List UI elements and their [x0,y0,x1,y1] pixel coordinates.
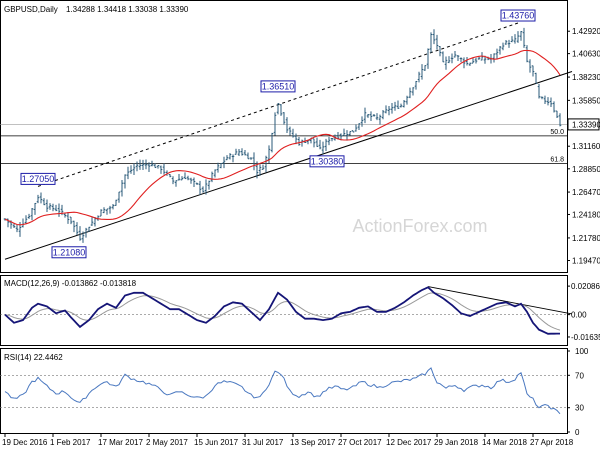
macd-y-tick-label: 0.00 [571,311,587,320]
last-price-box [567,118,600,131]
rsi-line [4,367,561,415]
y-tick-label: 1.26470 [572,188,600,197]
price-annotation-box [51,246,87,259]
x-tick-label: 14 Mar 2018 [482,438,527,447]
macd-lines [4,286,561,335]
y-tick-label: 1.24180 [572,210,600,219]
rsi-y-axis: 100 70 30 0 [567,347,589,437]
price-annotation-box [309,155,345,168]
price-annotations: 1.27050 1.21080 1.36510 1.30380 1.43760 [20,9,536,259]
lower-trend-line [4,71,573,260]
macd-y-axis: 0.020861 0.00 -0.016357 [567,282,600,342]
macd-y-tick-label: 0.020861 [571,282,600,291]
macd-signal-line [4,292,561,331]
y-tick-label: 1.35850 [572,96,600,105]
x-tick-label: 31 Jul 2017 [242,438,284,447]
main-panel-frame [0,0,568,273]
x-tick-label: 15 Jun 2017 [194,438,239,447]
y-tick-label: 1.42920 [572,27,600,36]
price-annotation-label: 1.30380 [311,156,344,166]
y-tick-label: 1.38230 [572,73,600,82]
macd-line [4,286,560,335]
rsi-y-tick-label: 0 [575,428,580,437]
fib-level-label: 61.8 [550,157,564,164]
y-tick-label: 1.19470 [572,257,600,266]
rsi-line [4,367,561,415]
moving-average [4,49,561,226]
y-tick-label: 1.31160 [572,142,600,151]
price-annotation-label: 1.43760 [502,11,535,21]
x-tick-label: 29 Jan 2018 [434,438,479,447]
y-tick-label: 1.21780 [572,234,600,243]
price-annotation-box [20,172,56,185]
y-tick-label: 1.40630 [572,50,600,59]
price-annotation-box [260,80,296,93]
x-tick-label: 17 Mar 2017 [98,438,143,447]
main-panel-title: GBPUSD,Daily [4,5,58,14]
x-tick-label: 27 Oct 2017 [338,438,382,447]
main-y-axis: 1.42920 1.40630 1.38230 1.35850 1.33390 1.311… [567,27,600,266]
rsi-panel-frame [0,348,568,434]
macd-panel-title: MACD(12,26,9) -0.013862 -0.013818 [4,279,137,288]
candles [3,27,562,243]
rsi-y-tick-label: 30 [575,404,584,413]
x-tick-label: 2 May 2017 [146,438,188,447]
rsi-y-tick-label: 100 [575,347,589,356]
rsi-guides [0,374,567,409]
rsi-y-tick-label: 70 [575,371,584,380]
x-tick-label: 13 Sep 2017 [290,438,336,447]
main-guides: 50.0 61.8 [0,124,567,165]
price-annotation-label: 1.27050 [22,174,55,184]
main-panel-ohlc: 1.34288 1.34418 1.33038 1.33390 [66,5,189,14]
macd-trend-line [427,286,573,315]
price-annotation-label: 1.36510 [262,81,295,91]
x-tick-label: 12 Dec 2017 [386,438,432,447]
price-annotation-box [500,9,536,22]
price-annotation-label: 1.21080 [53,247,86,257]
y-tick-label: 1.33390 [572,120,600,129]
fib-level-label: 50.0 [550,129,564,136]
macd-y-tick-label: -0.016357 [571,333,600,342]
x-tick-label: 27 Apr 2018 [530,438,574,447]
x-axis: 19 Dec 2016 1 Feb 2017 17 Mar 2017 2 May 20… [2,433,574,447]
x-tick-label: 19 Dec 2016 [2,438,48,447]
x-tick-label: 1 Feb 2017 [50,438,91,447]
rsi-panel-title: RSI(14) 22.4462 [4,353,63,362]
macd-trendline [427,286,573,315]
moving-average-line [4,49,561,226]
y-tick-label: 1.28850 [572,165,600,174]
watermark: ActionForex.com [352,216,487,236]
